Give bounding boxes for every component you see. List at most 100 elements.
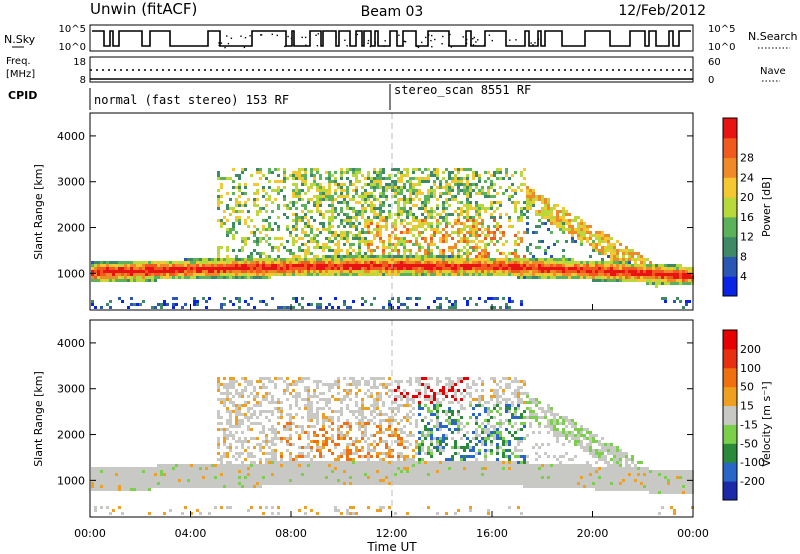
power-cell	[109, 270, 112, 273]
power-cell	[652, 270, 655, 273]
cpid-segment-1: normal (fast stereo) 153 RF	[94, 93, 289, 107]
power-cell	[106, 270, 109, 273]
power-cell	[472, 267, 475, 270]
power-cell	[340, 183, 343, 186]
power-cell	[541, 216, 544, 219]
velocity-cell	[328, 389, 331, 392]
power-cell	[268, 273, 271, 276]
power-cell	[541, 264, 544, 267]
power-cell	[340, 210, 343, 213]
power-cell	[394, 168, 397, 171]
velocity-cell	[373, 377, 376, 380]
velocity-cell	[400, 461, 403, 464]
power-cell	[520, 216, 523, 219]
power-cell	[394, 192, 397, 195]
velocity-cell	[328, 419, 331, 422]
power-cell	[532, 189, 535, 192]
velocity-cell	[235, 473, 238, 476]
velocity-cell	[385, 461, 388, 464]
velocity-cell	[298, 473, 301, 476]
power-cell	[259, 270, 262, 273]
velocity-cell	[325, 470, 328, 473]
power-cell	[640, 258, 643, 261]
power-cell	[376, 180, 379, 183]
velocity-cell	[256, 416, 259, 419]
power-cell	[553, 204, 556, 207]
power-cell	[328, 180, 331, 183]
power-cell	[232, 168, 235, 171]
velocity-cell	[100, 473, 103, 476]
velocity-cell	[322, 473, 325, 476]
power-cell	[364, 222, 367, 225]
freq-label: Freq.	[6, 56, 31, 67]
velocity-cell	[235, 410, 238, 413]
power-cell	[175, 276, 178, 279]
power-cell	[520, 210, 523, 213]
power-cell	[448, 171, 451, 174]
power-cell	[595, 261, 598, 264]
velocity-cell	[367, 446, 370, 449]
power-cell	[529, 264, 532, 267]
power-cell	[232, 267, 235, 270]
velocity-cell	[283, 476, 286, 479]
power-cell	[532, 276, 535, 279]
power-cell	[271, 249, 274, 252]
velocity-cell	[304, 455, 307, 458]
power-cell	[217, 255, 220, 258]
power-cell	[100, 279, 103, 282]
power-cell	[556, 267, 559, 270]
velocity-cell	[253, 446, 256, 449]
velocity-cell	[349, 482, 352, 485]
power-cell	[373, 228, 376, 231]
power-cell	[217, 252, 220, 255]
power-cell	[244, 240, 247, 243]
power-cell	[643, 276, 646, 279]
power-cell	[568, 276, 571, 279]
power-cell	[661, 282, 664, 285]
power-cell	[304, 249, 307, 252]
power-cell	[148, 270, 151, 273]
power-cell	[436, 219, 439, 222]
velocity-cell	[331, 428, 334, 431]
velocity-cell	[385, 392, 388, 395]
velocity-cell	[340, 413, 343, 416]
velocity-cell	[199, 512, 202, 515]
velocity-cell	[328, 449, 331, 452]
power-cell	[409, 189, 412, 192]
velocity-cell	[385, 476, 388, 479]
power-cell	[514, 201, 517, 204]
power-cell	[220, 273, 223, 276]
power-cell	[451, 189, 454, 192]
power-cell	[544, 264, 547, 267]
velocity-cell	[292, 383, 295, 386]
velocity-cell	[160, 464, 163, 467]
power-cell	[241, 237, 244, 240]
power-cell	[400, 174, 403, 177]
power-cell	[400, 192, 403, 195]
power-cell	[238, 204, 241, 207]
power-cell	[463, 273, 466, 276]
power-cell	[484, 255, 487, 258]
power-cell	[220, 261, 223, 264]
power-cell	[493, 231, 496, 234]
power-cell	[247, 264, 250, 267]
power-cell	[592, 273, 595, 276]
power-cell	[568, 273, 571, 276]
velocity-cell	[283, 464, 286, 467]
power-cell	[544, 201, 547, 204]
power-cell	[346, 267, 349, 270]
power-cell	[643, 279, 646, 282]
velocity-cell	[400, 443, 403, 446]
velocity-cell	[217, 386, 220, 389]
power-cell	[448, 204, 451, 207]
velocity-cell	[97, 470, 100, 473]
power-cell	[397, 237, 400, 240]
velocity-cell	[331, 383, 334, 386]
power-cell	[583, 234, 586, 237]
power-cell	[130, 297, 133, 300]
power-cell	[403, 261, 406, 264]
power-cell	[661, 264, 664, 267]
velocity-cell	[226, 473, 229, 476]
power-cell	[121, 300, 124, 303]
power-cell	[172, 261, 175, 264]
